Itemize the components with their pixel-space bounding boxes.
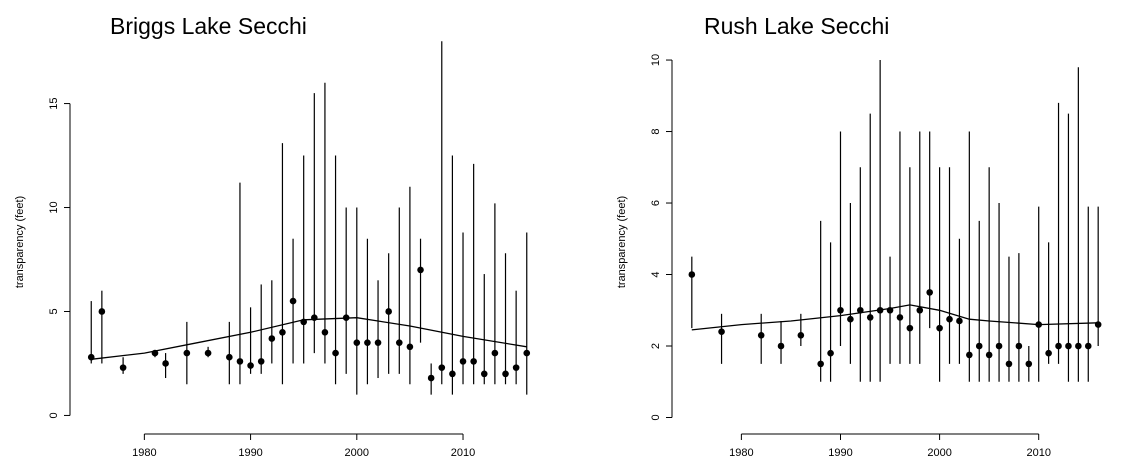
data-point [438, 364, 446, 371]
x-tick-label: 1990 [238, 447, 262, 459]
data-point [688, 271, 696, 278]
data-point [204, 349, 212, 357]
data-point [966, 351, 973, 359]
data-point [257, 358, 265, 365]
data-point [236, 358, 244, 365]
data-point [491, 349, 499, 357]
data-point [427, 374, 435, 382]
y-tick-label: 4 [650, 271, 662, 277]
data-point [906, 324, 914, 332]
data-point [1065, 342, 1072, 350]
data-point [985, 351, 993, 359]
data-point [395, 339, 403, 346]
data-point [777, 342, 785, 350]
data-point [1035, 321, 1043, 328]
data-point [374, 339, 382, 346]
data-point [857, 306, 864, 314]
data-point [916, 306, 924, 314]
briggs-lake-chart: Briggs Lake Secchi transparency (feet) 0… [14, 13, 531, 459]
data-point [512, 364, 520, 371]
chart-title: Briggs Lake Secchi [110, 13, 307, 39]
chart-title: Rush Lake Secchi [704, 13, 889, 39]
y-tick-label: 5 [48, 308, 60, 314]
x-tick-label: 2000 [345, 447, 369, 459]
x-tick-label: 1980 [132, 447, 156, 459]
data-point [459, 358, 467, 365]
data-point [289, 297, 297, 305]
data-point [1015, 342, 1023, 350]
data-point [449, 370, 456, 378]
data-point [279, 328, 286, 336]
data-point [406, 343, 414, 351]
data-point [797, 331, 805, 339]
data-point [886, 306, 894, 314]
data-point [162, 360, 169, 367]
data-point [936, 324, 943, 332]
data-point [757, 331, 765, 339]
data-point [866, 314, 874, 321]
y-tick-label: 15 [48, 97, 60, 109]
data-point [847, 315, 854, 323]
data-point [876, 306, 884, 314]
x-tick-label: 1980 [729, 447, 753, 459]
data-point [946, 315, 953, 323]
data-point [385, 308, 392, 315]
data-point [1045, 349, 1052, 357]
y-tick-label: 2 [650, 343, 662, 349]
x-tick-label: 2010 [451, 447, 475, 459]
y-tick-label: 8 [650, 128, 662, 134]
data-point [817, 360, 824, 368]
data-point [827, 349, 834, 357]
data-point [87, 353, 95, 361]
data-point [523, 349, 531, 357]
data-point [718, 328, 725, 336]
data-point [480, 370, 488, 378]
data-point [300, 318, 307, 326]
data-point [247, 362, 254, 369]
data-point [183, 349, 191, 357]
x-tick-label: 2000 [927, 447, 951, 459]
data-point [98, 308, 106, 315]
data-point [364, 339, 371, 346]
data-point [226, 353, 233, 361]
data-point [837, 306, 844, 314]
y-axis-label: transparency (feet) [14, 196, 26, 288]
data-point [896, 314, 904, 321]
y-tick-label: 10 [48, 201, 60, 213]
data-point [975, 342, 983, 350]
data-point [1005, 360, 1013, 368]
rush-lake-chart: Rush Lake Secchi transparency (feet) 0 2 4… [616, 13, 1102, 459]
data-point [995, 342, 1003, 350]
data-point [1025, 360, 1033, 368]
data-point [119, 364, 127, 371]
x-tick-label: 1990 [828, 447, 852, 459]
trend-line [691, 304, 1099, 331]
y-tick-label: 6 [650, 200, 662, 206]
y-tick-label: 0 [650, 414, 662, 420]
data-point [926, 289, 933, 296]
data-point [1084, 342, 1092, 350]
y-tick-label: 10 [650, 54, 662, 66]
data-point [268, 335, 276, 342]
data-point [417, 266, 424, 274]
data-point [311, 314, 318, 322]
y-axis-label: transparency (feet) [616, 196, 628, 288]
data-point [353, 339, 361, 346]
data-point [1055, 342, 1062, 350]
data-point [321, 328, 329, 336]
data-point [470, 358, 477, 365]
data-point [332, 349, 339, 357]
data-point [342, 314, 350, 322]
data-point [502, 370, 509, 378]
data-point [1094, 321, 1102, 328]
data-point [151, 349, 159, 357]
data-point [956, 317, 963, 325]
y-tick-label: 0 [48, 412, 60, 418]
data-point [1075, 342, 1082, 350]
x-tick-label: 2010 [1026, 447, 1050, 459]
